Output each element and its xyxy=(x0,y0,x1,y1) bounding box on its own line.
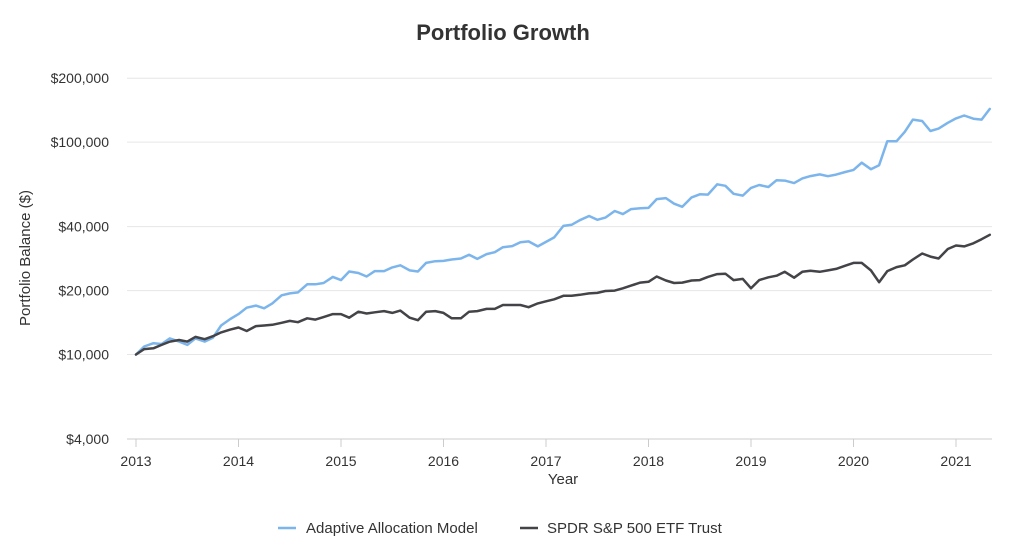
y-tick-label: $10,000 xyxy=(58,346,109,362)
axes: $4,000 $10,000 $20,000 $40,000 $100,000 $200,… xyxy=(51,70,992,469)
x-tick-label: 2013 xyxy=(120,453,151,469)
series-line-adaptive-allocation-model xyxy=(134,107,992,356)
legend-label[interactable]: Adaptive Allocation Model xyxy=(306,520,478,537)
gridlines xyxy=(127,77,992,355)
y-tick-label: $20,000 xyxy=(58,283,109,299)
x-axis-label: Year xyxy=(548,471,578,488)
series-line-spdr-sp500 xyxy=(134,233,992,356)
y-tick-label: $200,000 xyxy=(51,70,110,86)
legend: Adaptive Allocation Model SPDR S&P 500 ET… xyxy=(278,520,723,537)
chart-title: Portfolio Growth xyxy=(416,20,590,45)
x-tick-label: 2014 xyxy=(223,453,254,469)
x-tick-label: 2015 xyxy=(325,453,356,469)
y-tick-label: $100,000 xyxy=(51,134,110,150)
x-tick-label: 2016 xyxy=(428,453,459,469)
x-tick-label: 2019 xyxy=(735,453,766,469)
y-tick-label: $40,000 xyxy=(58,219,109,235)
y-axis-label: Portfolio Balance ($) xyxy=(17,190,34,326)
y-tick-label: $4,000 xyxy=(66,431,109,447)
x-tick-label: 2018 xyxy=(633,453,664,469)
x-tick-label: 2017 xyxy=(530,453,561,469)
x-tick-label: 2020 xyxy=(838,453,869,469)
legend-label[interactable]: SPDR S&P 500 ETF Trust xyxy=(547,520,723,537)
x-tick-label: 2021 xyxy=(940,453,971,469)
series-lines xyxy=(134,107,992,356)
